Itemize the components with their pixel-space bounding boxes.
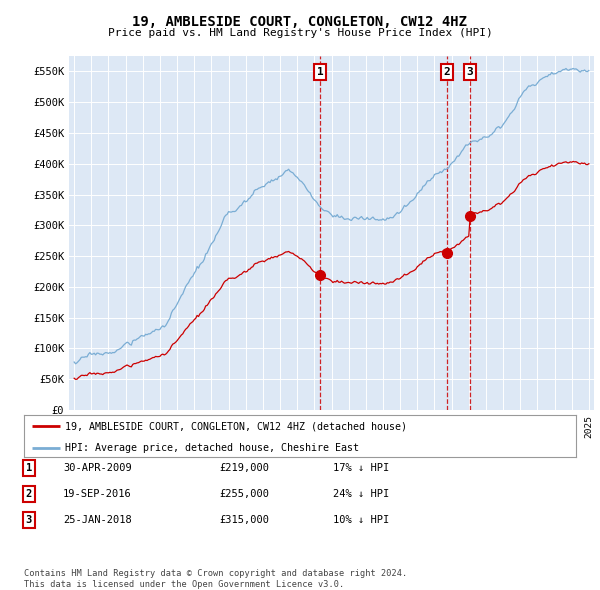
Text: £255,000: £255,000 (219, 489, 269, 499)
Text: 17% ↓ HPI: 17% ↓ HPI (333, 463, 389, 473)
Text: 10% ↓ HPI: 10% ↓ HPI (333, 515, 389, 525)
Text: HPI: Average price, detached house, Cheshire East: HPI: Average price, detached house, Ches… (65, 443, 359, 453)
Text: 3: 3 (26, 515, 32, 525)
Text: Price paid vs. HM Land Registry's House Price Index (HPI): Price paid vs. HM Land Registry's House … (107, 28, 493, 38)
Text: 19, AMBLESIDE COURT, CONGLETON, CW12 4HZ: 19, AMBLESIDE COURT, CONGLETON, CW12 4HZ (133, 15, 467, 29)
Text: 2: 2 (26, 489, 32, 499)
Text: 24% ↓ HPI: 24% ↓ HPI (333, 489, 389, 499)
Text: 30-APR-2009: 30-APR-2009 (63, 463, 132, 473)
Text: 3: 3 (467, 67, 473, 77)
Text: £315,000: £315,000 (219, 515, 269, 525)
Text: £219,000: £219,000 (219, 463, 269, 473)
Text: 2: 2 (443, 67, 450, 77)
Text: Contains HM Land Registry data © Crown copyright and database right 2024.
This d: Contains HM Land Registry data © Crown c… (24, 569, 407, 589)
Text: 19, AMBLESIDE COURT, CONGLETON, CW12 4HZ (detached house): 19, AMBLESIDE COURT, CONGLETON, CW12 4HZ… (65, 421, 407, 431)
Text: 19-SEP-2016: 19-SEP-2016 (63, 489, 132, 499)
Text: 1: 1 (26, 463, 32, 473)
Text: 25-JAN-2018: 25-JAN-2018 (63, 515, 132, 525)
Text: 1: 1 (317, 67, 323, 77)
